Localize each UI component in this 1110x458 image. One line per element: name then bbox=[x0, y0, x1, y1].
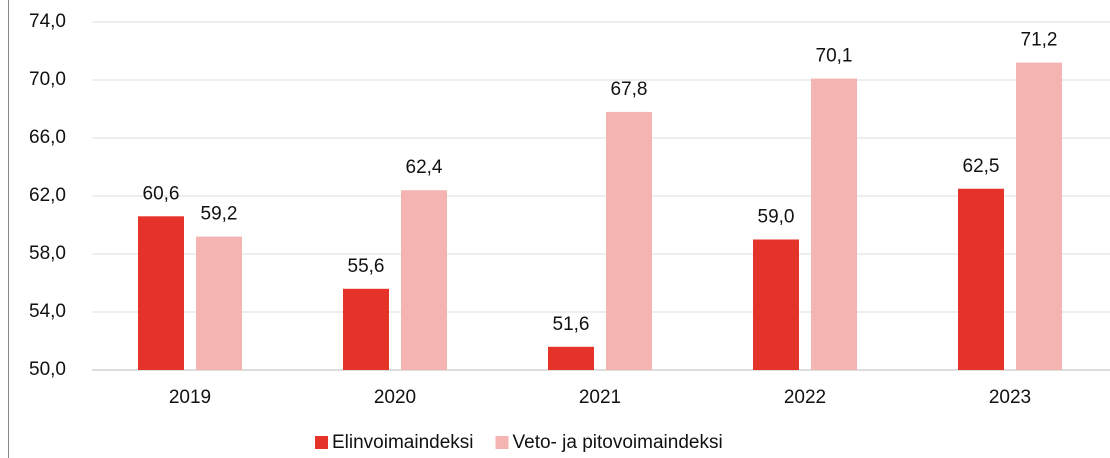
y-tick-label: 62,0 bbox=[29, 185, 66, 206]
y-tick-label: 58,0 bbox=[29, 243, 66, 264]
legend-swatch bbox=[315, 436, 328, 449]
data-label: 67,8 bbox=[611, 79, 648, 100]
y-tick-label: 74,0 bbox=[29, 11, 66, 32]
bar bbox=[196, 236, 242, 370]
y-tick-label: 70,0 bbox=[29, 69, 66, 90]
y-tick-label: 54,0 bbox=[29, 301, 66, 322]
bar bbox=[753, 239, 799, 370]
bar bbox=[548, 346, 594, 370]
legend-swatch bbox=[495, 436, 509, 449]
data-label: 51,6 bbox=[553, 314, 590, 335]
data-label: 55,6 bbox=[348, 256, 385, 277]
bar bbox=[811, 78, 857, 371]
legend-label: Veto- ja pitovoimaindeksi bbox=[513, 432, 723, 453]
legend-label: Elinvoimaindeksi bbox=[332, 432, 474, 453]
data-label: 59,0 bbox=[758, 207, 795, 228]
bar bbox=[343, 288, 389, 370]
bar bbox=[1016, 62, 1062, 370]
x-tick-label: 2019 bbox=[169, 387, 211, 408]
data-label: 59,2 bbox=[201, 204, 238, 225]
data-label: 60,6 bbox=[143, 183, 180, 204]
x-tick-label: 2020 bbox=[374, 387, 416, 408]
bar bbox=[606, 111, 652, 371]
x-tick-label: 2023 bbox=[989, 387, 1031, 408]
y-tick-label: 50,0 bbox=[29, 359, 66, 380]
bar bbox=[138, 216, 184, 370]
y-tick-label: 66,0 bbox=[29, 127, 66, 148]
x-tick-label: 2022 bbox=[784, 387, 826, 408]
bar bbox=[401, 190, 447, 370]
bar bbox=[958, 188, 1004, 370]
data-label: 70,1 bbox=[816, 46, 853, 67]
x-tick-label: 2021 bbox=[579, 387, 621, 408]
data-label: 62,4 bbox=[406, 157, 443, 178]
data-label: 62,5 bbox=[963, 156, 1000, 177]
data-label: 71,2 bbox=[1021, 30, 1058, 51]
